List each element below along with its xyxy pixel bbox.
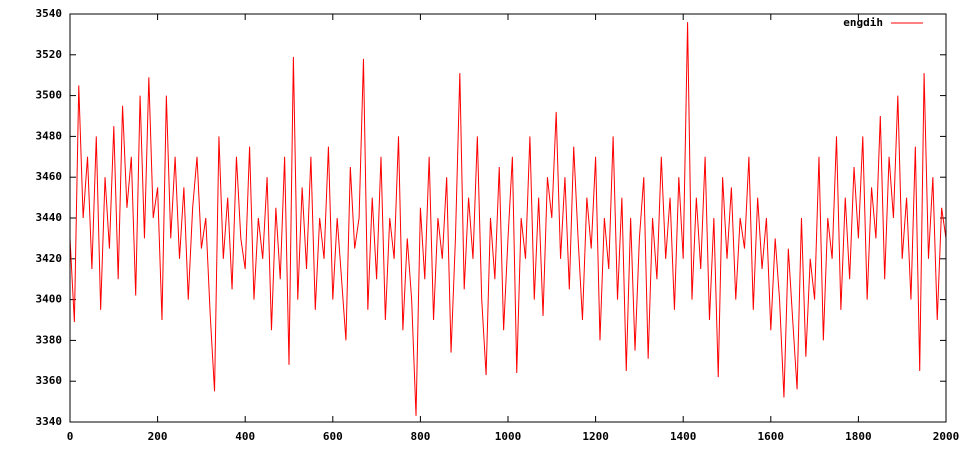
x-tick-label: 1000 (495, 430, 522, 443)
x-tick-label: 1400 (670, 430, 697, 443)
x-tick-label: 1800 (845, 430, 872, 443)
y-tick-label: 3380 (36, 333, 63, 346)
data-line (69, 22, 947, 416)
legend-label: engdih (843, 16, 883, 29)
y-tick-label: 3420 (36, 252, 63, 265)
y-tick-label: 3400 (36, 293, 63, 306)
y-tick-label: 3520 (36, 48, 63, 61)
y-tick-label: 3360 (36, 374, 63, 387)
plot-border (69, 13, 947, 423)
x-tick-label: 600 (323, 430, 343, 443)
x-tick-label: 400 (235, 430, 255, 443)
x-tick-label: 1200 (582, 430, 609, 443)
y-tick-label: 3540 (36, 7, 63, 20)
x-tick-label: 200 (148, 430, 168, 443)
y-tick-label: 3460 (36, 170, 63, 183)
y-tick-label: 3480 (36, 129, 63, 142)
y-tick-label: 3340 (36, 415, 63, 428)
x-tick-label: 0 (67, 430, 74, 443)
x-tick-label: 1600 (758, 430, 785, 443)
x-tick-label: 800 (410, 430, 430, 443)
y-tick-label: 3440 (36, 211, 63, 224)
y-tick-label: 3500 (36, 89, 63, 102)
x-tick-label: 2000 (933, 430, 960, 443)
